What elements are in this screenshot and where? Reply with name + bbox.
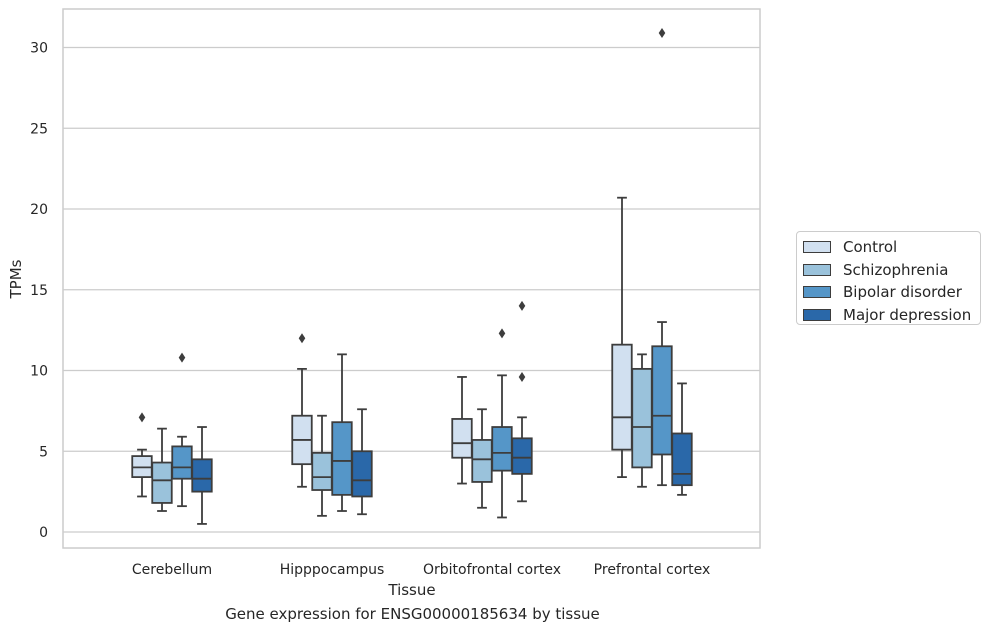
box-iqr — [511, 437, 533, 475]
box-iqr — [671, 432, 693, 487]
y-tick-label: 20 — [30, 202, 48, 218]
legend-swatch-bipolar-disorder — [803, 286, 831, 299]
box — [671, 382, 693, 496]
box-iqr — [491, 426, 513, 472]
legend-swatch-control — [803, 241, 831, 254]
outlier-point — [138, 412, 146, 423]
box — [491, 328, 513, 519]
outlier-point — [518, 300, 526, 311]
box — [131, 412, 153, 498]
legend-label-schizophrenia: Schizophrenia — [843, 260, 949, 279]
y-tick-label: 10 — [30, 364, 48, 380]
box-iqr — [631, 367, 653, 469]
legend-swatch-schizophrenia — [803, 263, 831, 276]
box-iqr — [171, 445, 193, 480]
box — [451, 376, 473, 485]
box — [511, 300, 533, 503]
legend-label-bipolar-disorder: Bipolar disorder — [843, 283, 962, 302]
box — [191, 426, 213, 525]
y-axis-label: TPMs — [7, 259, 25, 299]
box-iqr — [351, 450, 373, 498]
outlier-point — [658, 27, 666, 38]
box-iqr — [611, 343, 633, 451]
box-iqr — [311, 451, 333, 491]
x-axis-label: Tissue — [387, 581, 435, 599]
box — [631, 353, 653, 488]
box — [471, 408, 493, 509]
box-iqr — [331, 421, 353, 496]
y-tick-label: 15 — [30, 283, 48, 299]
outlier-point — [518, 371, 526, 382]
box-iqr — [151, 461, 173, 504]
box — [331, 353, 353, 512]
box-iqr — [471, 439, 493, 483]
y-tick-label: 30 — [30, 41, 48, 57]
x-tick-label: Prefrontal cortex — [594, 562, 711, 578]
outlier-point — [298, 333, 306, 344]
legend-swatch-major-depression — [803, 308, 831, 321]
outlier-point — [498, 328, 506, 339]
box-iqr — [191, 458, 213, 493]
legend-label-major-depression: Major depression — [843, 305, 972, 324]
x-axis-ticks: Cerebellum Hipppocampus Orbitofrontal cort… — [132, 562, 710, 578]
box — [351, 408, 373, 516]
y-axis-ticks: 0 5 10 15 20 25 30 — [30, 41, 48, 542]
box-iqr — [451, 418, 473, 459]
plot-area-frame — [62, 8, 761, 549]
legend-label-control: Control — [843, 238, 898, 257]
box — [291, 333, 313, 488]
legend-item-major-depression: Major depression — [797, 304, 980, 327]
y-tick-label: 25 — [30, 121, 48, 137]
legend: Control Schizophrenia Bipolar disorder M… — [796, 231, 981, 325]
box — [171, 352, 193, 508]
outlier-point — [178, 352, 186, 363]
box-plot-series — [131, 27, 693, 525]
x-tick-label: Cerebellum — [132, 562, 212, 578]
box — [611, 196, 633, 478]
legend-item-bipolar-disorder: Bipolar disorder — [797, 281, 980, 304]
box — [651, 27, 673, 487]
chart-caption: Gene expression for ENSG00000185634 by t… — [225, 605, 600, 623]
box-iqr — [651, 345, 673, 456]
box — [311, 414, 333, 517]
box — [151, 427, 173, 512]
x-tick-label: Hipppocampus — [280, 562, 385, 578]
legend-item-schizophrenia: Schizophrenia — [797, 259, 980, 282]
x-tick-label: Orbitofrontal cortex — [423, 562, 561, 578]
y-tick-label: 5 — [39, 444, 48, 460]
legend-item-control: Control — [797, 236, 980, 259]
gridlines — [63, 46, 760, 533]
y-tick-label: 0 — [39, 525, 48, 541]
